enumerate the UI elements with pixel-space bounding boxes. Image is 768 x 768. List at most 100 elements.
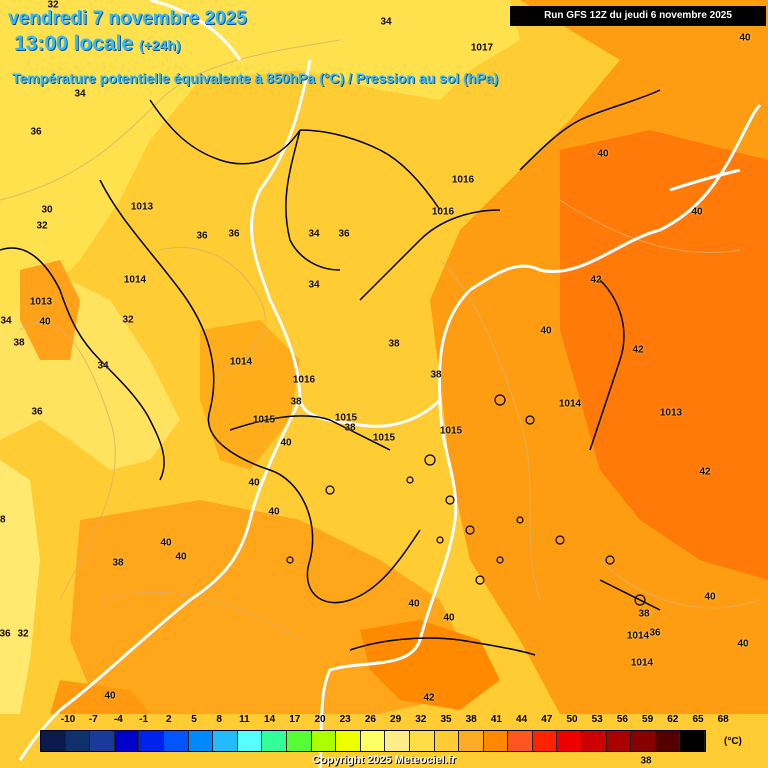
legend-tick-label: 11	[239, 714, 250, 725]
field-redorange-crete	[360, 620, 500, 710]
pressure-label: 1016	[451, 174, 475, 186]
legend-tick-label: 32	[415, 714, 427, 725]
islands	[286, 394, 646, 606]
temp-label: 40	[737, 638, 749, 650]
temp-label: 34	[0, 315, 12, 327]
temp-label: 42	[590, 274, 602, 286]
legend-swatch	[434, 731, 460, 751]
temp-label: 38	[388, 338, 400, 350]
temp-label: 36	[649, 627, 661, 639]
temp-label: 36	[228, 228, 240, 240]
temp-label: 38	[640, 755, 652, 767]
legend-tick-label: 20	[314, 714, 326, 725]
pressure-label: 1015	[334, 412, 358, 424]
temp-label: 38	[13, 337, 25, 349]
forecast-time: 13:00 locale (+24h)	[14, 32, 181, 56]
field-orange-south	[70, 500, 460, 714]
temp-label: 36	[30, 126, 42, 138]
temp-label: 40	[540, 325, 552, 337]
copyright: Copyright 2025 Meteociel.fr	[312, 754, 456, 766]
temp-label: 40	[691, 206, 703, 218]
pressure-label: 1014	[229, 356, 253, 368]
temp-label: 32	[17, 628, 29, 640]
legend-swatch	[311, 731, 337, 751]
temp-label: 32	[47, 0, 59, 11]
temp-label: 42	[632, 344, 644, 356]
temp-label: 34	[74, 88, 86, 100]
pressure-label: 1015	[439, 425, 463, 437]
legend-swatch	[606, 731, 632, 751]
pressure-label: 1014	[558, 398, 582, 410]
legend-tick-label: 41	[490, 714, 502, 725]
field-yellow-north	[0, 0, 520, 320]
temp-label: 40	[268, 506, 280, 518]
legend-swatch	[409, 731, 435, 751]
legend-swatch	[360, 731, 386, 751]
temp-label: 32	[122, 314, 134, 326]
temp-label: 40	[175, 551, 187, 563]
legend-swatch	[262, 731, 287, 751]
forecast-offset: (+24h)	[138, 37, 181, 53]
legend-swatch	[483, 731, 509, 751]
legend-tick-label: 53	[591, 714, 603, 725]
legend-swatch	[188, 731, 214, 751]
legend-tick-label: 62	[667, 714, 679, 725]
legend-tick-label: -1	[139, 714, 149, 725]
legend-tick-label: -7	[88, 714, 98, 725]
legend-tick-label: 29	[390, 714, 402, 725]
legend-unit: (°C)	[724, 736, 742, 747]
legend-swatch	[237, 731, 263, 751]
legend-swatch	[655, 731, 681, 751]
temp-label: 30	[41, 204, 53, 216]
temp-label: 40	[443, 612, 455, 624]
temp-label: 34	[308, 228, 320, 240]
temp-label: 38	[430, 369, 442, 381]
legend-swatch	[680, 731, 706, 751]
temp-label: 38	[638, 608, 650, 620]
legend-tick-label: 2	[166, 714, 172, 725]
legend-tick-label: 38	[465, 714, 477, 725]
temp-label: 38	[112, 557, 124, 569]
pressure-label: 1013	[130, 201, 154, 213]
temp-label: 40	[248, 477, 260, 489]
temp-label: 42	[423, 692, 435, 704]
coastlines	[0, 89, 661, 656]
pressure-label: 1013	[659, 407, 683, 419]
pressure-label: 1014	[630, 657, 654, 669]
forecast-date: vendredi 7 novembre 2025	[8, 8, 247, 29]
legend-tick-label: 47	[541, 714, 553, 725]
legend-ticks: -10 -7 -4 -1 2 5 8 11 14 17 20 23 26 29 32 35 38 41 44 47 50…	[40, 714, 729, 728]
legend-tick-label: 5	[191, 714, 197, 725]
legend-tick-label: 50	[566, 714, 578, 725]
temp-label: 40	[39, 316, 51, 328]
pressure-label: 1013	[29, 296, 53, 308]
pressure-label: 1016	[292, 374, 316, 386]
temp-label: 34	[380, 16, 392, 28]
legend-tick-label: 68	[717, 714, 729, 725]
legend-swatch	[139, 731, 164, 751]
legend-tick-label: 17	[289, 714, 301, 725]
legend-swatch	[336, 731, 361, 751]
legend-swatch	[532, 731, 558, 751]
legend-swatch	[459, 731, 484, 751]
temp-label: 38	[344, 422, 356, 434]
legend-tick-label: -10	[60, 714, 76, 725]
legend-tick-label: 23	[339, 714, 351, 725]
map-subtitle: Température potentielle équivalente à 85…	[12, 70, 499, 86]
pressure-label: 1015	[372, 432, 396, 444]
pressure-label: 1014	[123, 274, 147, 286]
field-yellow-sw	[0, 460, 40, 714]
legend-swatch	[582, 731, 607, 751]
legend-tick-label: -4	[113, 714, 123, 725]
temp-label: 38	[0, 514, 6, 526]
forecast-time-value: 13:00 locale	[14, 32, 134, 55]
legend-colorbar	[40, 730, 707, 752]
legend-tick-label: 59	[642, 714, 654, 725]
legend-tick-label: 35	[440, 714, 452, 725]
pressure-label: 1017	[470, 42, 494, 54]
isotherms	[0, 39, 761, 641]
temp-label: 40	[104, 690, 116, 702]
field-orange-italy	[20, 260, 80, 360]
legend-tick-label: 26	[364, 714, 376, 725]
